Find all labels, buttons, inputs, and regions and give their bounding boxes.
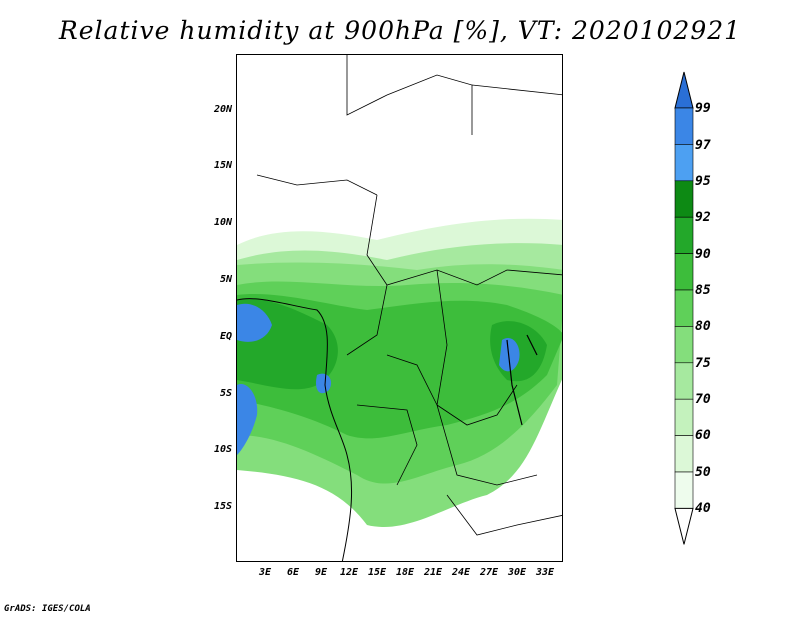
colorbar-label: 99 [695, 101, 711, 116]
colorbar-arrow-bottom [674, 507, 694, 545]
humidity-patch-gulf [237, 303, 272, 342]
colorbar-label: 85 [695, 283, 711, 298]
border-lines [256, 55, 562, 536]
lake-outline [506, 334, 538, 426]
y-tick-label: 20N [213, 104, 232, 115]
colorbar-label: 50 [695, 465, 711, 480]
colorbar-swatch [674, 362, 694, 400]
y-tick-label: 5N [219, 274, 232, 285]
colorbar-swatch [674, 435, 694, 473]
colorbar-label: 95 [695, 174, 711, 189]
colorbar-arrow-top [674, 71, 694, 109]
colorbar-label: 97 [695, 138, 711, 153]
colorbar-label: 70 [695, 392, 711, 407]
humidity-patch-east [499, 337, 520, 372]
colorbar-swatch [674, 180, 694, 218]
y-tick-label: EQ [219, 331, 232, 342]
x-tick-label: 27E [479, 567, 499, 578]
x-tick-label: 21E [423, 567, 443, 578]
y-tick-label: 15S [213, 501, 232, 512]
colorbar-swatch [674, 326, 694, 364]
colorbar-swatch [674, 471, 694, 509]
colorbar-label: 90 [695, 247, 711, 262]
map-panel [236, 54, 563, 562]
colorbar-label: 75 [695, 356, 711, 371]
colorbar-label: 80 [695, 319, 711, 334]
y-tick-label: 5S [219, 388, 232, 399]
x-tick-label: 30E [507, 567, 527, 578]
page-title: Relative humidity at 900hPa [%], VT: 202… [58, 16, 742, 45]
x-tick-label: 24E [451, 567, 471, 578]
credit-text: GrADS: IGES/COLA [4, 604, 91, 614]
x-tick-label: 18E [395, 567, 415, 578]
humidity-patch-coast [237, 384, 258, 455]
colorbar-swatch [674, 144, 694, 182]
humidity-field [237, 55, 562, 561]
y-tick-label: 15N [213, 160, 232, 171]
humidity-patch-center [316, 373, 332, 394]
x-tick-label: 12E [339, 567, 359, 578]
y-tick-label: 10S [213, 444, 232, 455]
colorbar-swatch [674, 253, 694, 291]
colorbar-label: 40 [695, 501, 711, 516]
coastline [237, 298, 353, 561]
x-tick-label: 6E [286, 567, 300, 578]
colorbar-swatch [674, 216, 694, 254]
x-tick-label: 9E [314, 567, 328, 578]
colorbar-swatch [674, 398, 694, 436]
colorbar-label: 60 [695, 428, 711, 443]
x-tick-label: 33E [535, 567, 555, 578]
colorbar-swatch [674, 107, 694, 145]
colorbar-swatch [674, 289, 694, 327]
x-tick-label: 3E [258, 567, 272, 578]
x-tick-label: 15E [367, 567, 387, 578]
colorbar-label: 92 [695, 210, 711, 225]
y-tick-label: 10N [213, 217, 232, 228]
